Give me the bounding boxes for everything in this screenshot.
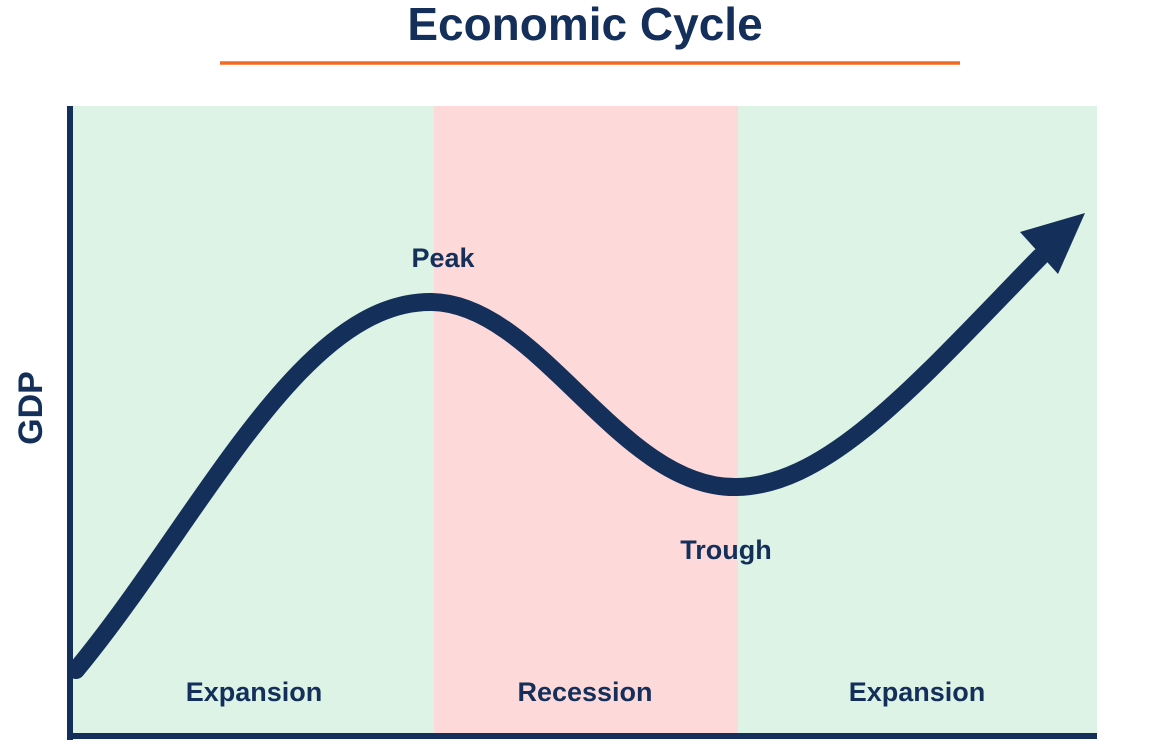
arrow-head — [1020, 213, 1085, 274]
phase-label: Expansion — [849, 677, 986, 707]
phase-label: Recession — [517, 677, 652, 707]
trough-label: Trough — [680, 535, 771, 565]
expansion-zone — [738, 106, 1097, 733]
cycle-curve — [67, 248, 1049, 679]
y-axis-label: GDP — [12, 371, 50, 445]
peak-label: Peak — [411, 243, 475, 273]
recession-zone — [434, 106, 738, 733]
phase-label: Expansion — [186, 677, 323, 707]
title: Economic Cycle — [407, 0, 762, 50]
